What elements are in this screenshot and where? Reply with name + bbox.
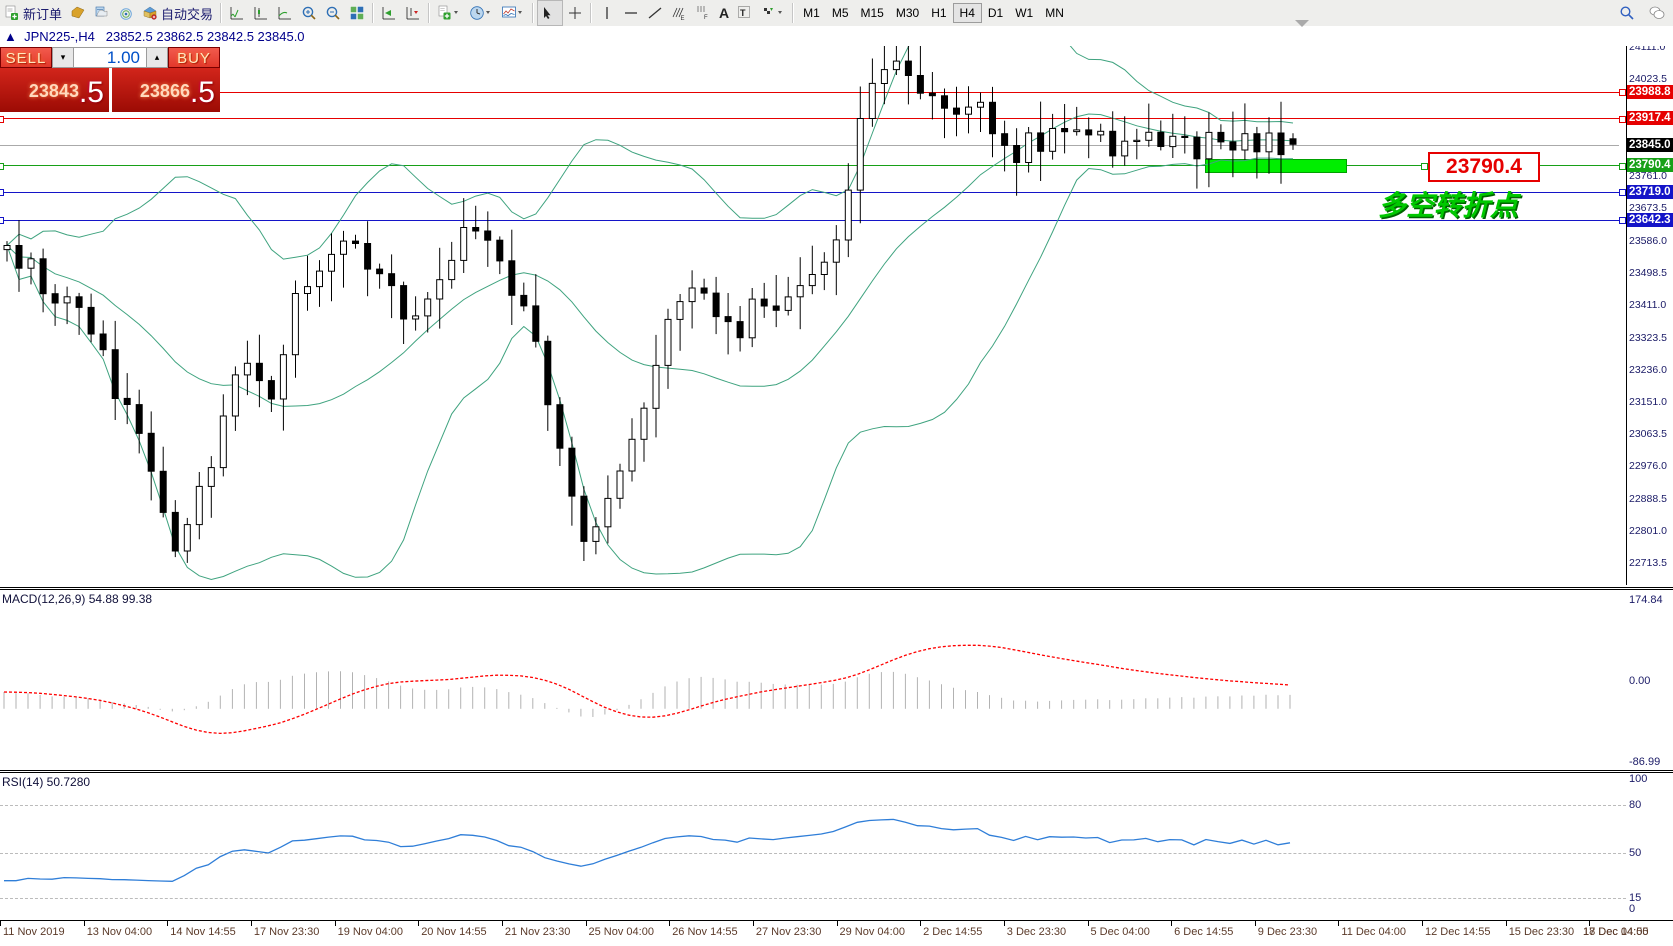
svg-text:T: T xyxy=(740,8,746,18)
svg-text:F: F xyxy=(704,15,708,21)
svg-text:E: E xyxy=(681,16,685,21)
